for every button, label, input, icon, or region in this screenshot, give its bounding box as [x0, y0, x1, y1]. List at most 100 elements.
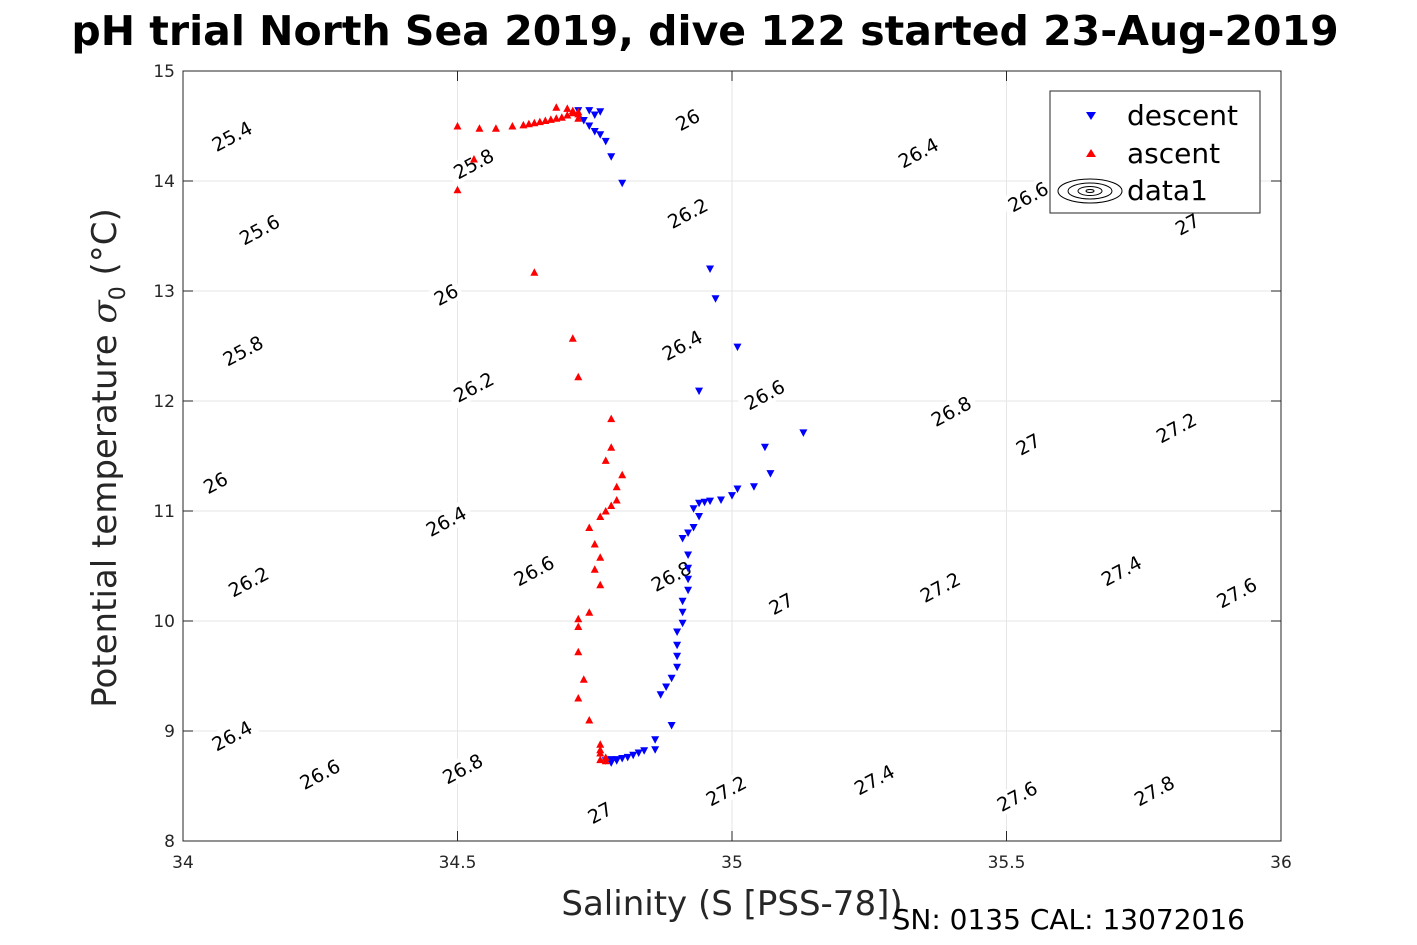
ascent-point — [574, 622, 583, 630]
descent-point — [678, 608, 687, 617]
contour-label-bg — [427, 277, 465, 312]
descent-point — [717, 496, 726, 504]
x-tick-label: 36 — [1270, 853, 1292, 873]
descent-point — [766, 470, 775, 478]
legend-data1-label: data1 — [1127, 174, 1208, 207]
contour-label-bg — [505, 548, 563, 593]
ascent-point — [574, 694, 583, 702]
ascent-point — [612, 482, 621, 491]
ascent-point — [568, 334, 577, 342]
descent-point — [733, 485, 742, 493]
ascent-point — [574, 372, 583, 381]
contour-label-bg — [988, 774, 1046, 819]
contour-label-bg — [999, 174, 1057, 219]
contour-label-bg — [203, 713, 261, 758]
contour-label-bg — [203, 114, 261, 159]
y-axis-label-symbol: σ — [85, 300, 125, 324]
descent-point — [684, 575, 693, 584]
descent-point — [673, 652, 682, 661]
descent-point — [678, 535, 687, 543]
ascent-point — [596, 580, 605, 589]
contour-label-bg — [581, 795, 619, 830]
ascent-point — [453, 185, 462, 194]
descent-point — [799, 429, 808, 437]
descent-point — [733, 343, 742, 352]
descent-point — [706, 265, 715, 273]
descent-point — [640, 747, 649, 755]
contour-label-bg — [923, 389, 980, 434]
legend-ascent-label: ascent — [1127, 137, 1220, 170]
descent-point — [607, 759, 616, 767]
descent-point — [596, 108, 605, 116]
y-tick-label: 15 — [153, 62, 175, 82]
y-tick-label: 9 — [164, 722, 175, 742]
descent-point — [596, 131, 605, 139]
contour-label-bg — [417, 499, 475, 544]
y-tick-label: 8 — [164, 832, 175, 852]
contour-label-bg — [659, 191, 716, 236]
descent-point — [678, 619, 687, 628]
descent-point — [684, 564, 693, 573]
contour-label-bg — [1168, 207, 1206, 241]
contour-label-bg — [1126, 768, 1183, 813]
descent-point — [651, 736, 660, 744]
y-axis-label: Potential temperature σ0 (°C) — [85, 208, 131, 708]
legend-box — [1049, 90, 1261, 214]
descent-point — [673, 663, 682, 672]
descent-point — [689, 524, 698, 532]
data-series — [453, 103, 808, 767]
descent-point — [585, 107, 594, 115]
y-axis-label-subscript: 0 — [106, 286, 131, 300]
x-tick-label: 35.5 — [988, 853, 1026, 873]
contour-label-bg — [846, 757, 903, 802]
descent-point — [634, 749, 643, 757]
descent-point — [673, 628, 682, 636]
ascent-point — [574, 107, 583, 116]
descent-point — [689, 505, 698, 513]
ascent-point — [607, 501, 616, 509]
legend: descent ascent data1 — [1049, 90, 1261, 214]
y-axis-label-unit: (°C) — [85, 208, 125, 286]
contour-label-bg — [912, 565, 969, 610]
ascent-point — [596, 512, 605, 520]
ascent-point — [552, 103, 561, 111]
axis-ticks: 34 34.5 35 35.5 36 8 9 10 11 12 13 14 15 — [153, 62, 1291, 873]
grid — [182, 70, 1282, 842]
ascent-point — [618, 470, 627, 479]
descent-point — [667, 674, 676, 683]
contour-label-bg — [291, 752, 348, 797]
contour-label-bg — [1009, 427, 1047, 461]
ascent-point — [590, 540, 599, 548]
ascent-point — [607, 414, 616, 423]
x-tick-label: 34 — [172, 853, 194, 873]
ascent-point — [508, 122, 517, 130]
ascent-point — [568, 106, 577, 115]
descent-point — [618, 179, 627, 188]
descent-point — [579, 117, 588, 125]
ascent-point — [475, 124, 484, 132]
ascent-point — [469, 155, 478, 163]
contour-label-bg — [654, 323, 711, 368]
ascent-point — [557, 113, 566, 121]
descent-point — [590, 111, 599, 119]
descent-point — [667, 722, 676, 730]
y-axis-label-text: Potential temperature — [85, 324, 125, 708]
legend-descent-label: descent — [1127, 99, 1238, 132]
descent-point — [590, 128, 599, 136]
ascent-point — [530, 268, 539, 276]
legend-contour-icon — [1057, 178, 1123, 204]
ascent-point — [596, 553, 605, 561]
contour-label-bg — [220, 559, 277, 604]
descent-point — [695, 513, 704, 521]
ascent-point — [491, 124, 500, 132]
series-ascent — [453, 103, 627, 765]
y-tick-label: 14 — [153, 172, 175, 192]
ascent-point — [585, 523, 594, 531]
ascent-point — [563, 104, 572, 112]
ascent-point — [585, 608, 594, 616]
ascent-point — [574, 614, 583, 623]
descent-point — [662, 683, 671, 691]
descent-point — [760, 443, 769, 452]
descent-point — [651, 746, 660, 754]
